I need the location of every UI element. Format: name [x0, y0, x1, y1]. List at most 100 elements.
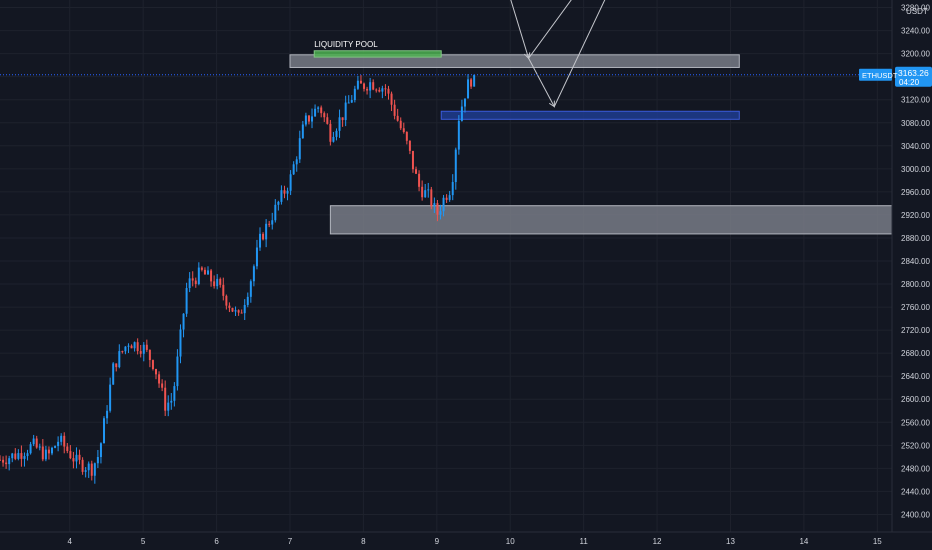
candle-body: [402, 128, 405, 133]
time-tick-label: 5: [141, 537, 146, 546]
candle-body: [408, 140, 411, 151]
candle-body: [240, 312, 243, 314]
countdown-value: 04:20: [899, 78, 920, 87]
candle-body: [225, 295, 228, 306]
candle-body: [112, 363, 115, 385]
candle-body: [329, 123, 332, 142]
candle-body: [139, 351, 142, 354]
candle-body: [145, 344, 148, 350]
price-tick-label: 2520.00: [901, 441, 930, 450]
symbol-tag: [859, 68, 892, 81]
price-tick-label: 2440.00: [901, 487, 930, 496]
candle-body: [219, 278, 222, 285]
candle-body: [286, 190, 289, 194]
candle-body: [381, 88, 384, 92]
candle-body: [69, 451, 72, 459]
time-axis[interactable]: 4 5 6 7 8 9 10 11 12 13 14 15: [0, 531, 932, 546]
price-tick-label: 2480.00: [901, 464, 930, 473]
candle-body: [460, 106, 463, 121]
candle-body: [130, 345, 133, 349]
price-tick-label: 2560.00: [901, 418, 930, 427]
time-tick-label: 9: [435, 537, 440, 546]
price-tick-label: 2920.00: [901, 211, 930, 220]
candle-body: [356, 80, 359, 89]
candle-body: [405, 132, 408, 141]
candle-body: [234, 310, 237, 312]
last-price-value: 3163.26: [898, 68, 929, 78]
candle-body: [99, 443, 102, 458]
candle-body: [161, 383, 164, 388]
candle-body: [314, 108, 317, 117]
candle-body: [252, 266, 255, 282]
candle-body: [378, 89, 381, 92]
candle-body: [424, 190, 427, 198]
candle-body: [155, 369, 158, 375]
time-tick-label: 7: [288, 537, 293, 546]
time-tick-label: 11: [579, 537, 588, 546]
candle-body: [194, 280, 197, 285]
currency-label: USDT: [906, 7, 928, 16]
candle-body: [301, 124, 304, 139]
candle-body: [228, 305, 231, 308]
liquidity-pool-label: LIQUIDITY POOL: [314, 40, 378, 49]
candle-body: [213, 281, 216, 287]
candle-body: [75, 454, 78, 462]
candle-body: [390, 93, 393, 105]
candle-body: [295, 159, 298, 165]
candle-body: [20, 453, 23, 459]
candle-body: [47, 449, 50, 454]
candle-body: [237, 310, 240, 313]
candle-body: [72, 458, 75, 462]
candle-body: [249, 281, 252, 297]
candle-body: [387, 88, 390, 94]
candle-body: [2, 459, 5, 463]
candle-body: [375, 89, 378, 91]
candle-body: [216, 278, 219, 287]
candle-body: [106, 410, 109, 419]
candle-body: [158, 374, 161, 384]
candle-body: [84, 470, 87, 472]
candle-body: [411, 150, 414, 170]
candle-body: [136, 342, 139, 352]
candle-body: [265, 223, 268, 240]
time-tick-label: 12: [653, 537, 662, 546]
candle-body: [332, 136, 335, 142]
candle-body: [5, 462, 8, 465]
candle-body: [396, 115, 399, 121]
candle-body: [292, 164, 295, 175]
candle-body: [467, 79, 470, 99]
candle-body: [188, 278, 191, 289]
candle-body: [271, 220, 274, 225]
candle-body: [326, 117, 329, 124]
candle-body: [164, 387, 167, 411]
candle-body: [26, 453, 29, 457]
price-tick-label: 2680.00: [901, 349, 930, 358]
price-axis[interactable]: 2400.00 2440.00 2480.00 2520.00 2560.00 2600.…: [859, 0, 932, 532]
arrow-head: [549, 100, 555, 108]
time-tick-label: 15: [873, 537, 882, 546]
candle-body: [418, 173, 421, 187]
candle-body: [372, 82, 375, 90]
candle-body: [23, 456, 26, 459]
candle-body: [41, 446, 44, 460]
candle-body: [35, 438, 38, 448]
candle-body: [115, 363, 118, 368]
price-tick-label: 2960.00: [901, 188, 930, 197]
candle-body: [200, 267, 203, 270]
candle-body: [246, 296, 249, 305]
price-tick-label: 2840.00: [901, 257, 930, 266]
candle-body: [142, 344, 145, 354]
candle-body: [274, 204, 277, 221]
price-tick-label: 2640.00: [901, 372, 930, 381]
time-tick-label: 14: [799, 537, 808, 546]
candle-body: [473, 74, 476, 87]
time-tick-label: 4: [68, 537, 73, 546]
time-tick-label: 8: [361, 537, 366, 546]
candle-body: [170, 400, 173, 403]
candle-body: [433, 203, 436, 207]
candle-body: [121, 351, 124, 353]
candle-body: [103, 418, 106, 444]
candle-body: [29, 444, 32, 454]
